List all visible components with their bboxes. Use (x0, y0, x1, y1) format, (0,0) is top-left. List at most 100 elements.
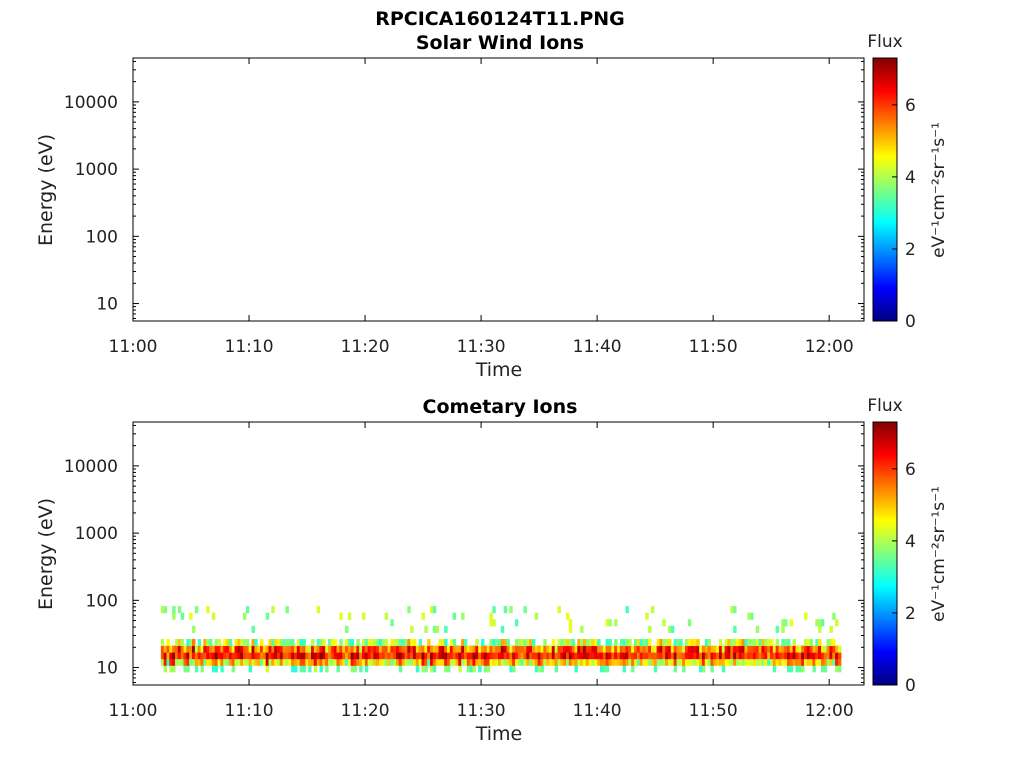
spectrogram-cell (537, 645, 542, 653)
spectrogram-cell (755, 625, 760, 633)
spectrogram-cell (784, 619, 788, 627)
spectrogram-cell (339, 645, 343, 653)
spectrogram-cell (622, 658, 627, 666)
spectrogram-cell (509, 658, 513, 666)
spectrogram-cell (446, 645, 451, 653)
spectrogram-cell (435, 652, 440, 660)
spectrogram-cell (330, 645, 335, 653)
colorbar-tick-label: 2 (905, 604, 916, 624)
spectrogram-cell (733, 638, 737, 647)
spectrogram-cell (602, 658, 607, 666)
spectrogram-cell (296, 638, 301, 647)
spectrogram-cell (452, 638, 457, 647)
spectrogram-cell (489, 645, 493, 653)
spectrogram-cell (707, 658, 712, 666)
spectrogram-cell (432, 658, 437, 666)
spectrogram-cell (497, 638, 502, 647)
spectrogram-cell (194, 606, 199, 614)
spectrogram-cell (206, 658, 210, 666)
spectrogram-cell (231, 658, 236, 666)
spectrogram-cell (197, 638, 202, 647)
spectrogram-cell (733, 652, 737, 660)
spectrogram-cell (163, 606, 168, 614)
spectrogram-cell (486, 652, 491, 660)
spectrogram-cell (492, 645, 496, 653)
spectrogram-cell (503, 638, 508, 647)
spectrogram-cell (829, 652, 833, 660)
spectrogram-cell (639, 658, 644, 666)
spectrogram-cell (784, 652, 788, 660)
spectrogram-cell (645, 658, 649, 666)
spectrogram-cell (180, 658, 185, 666)
spectrogram-cell (724, 645, 729, 653)
spectrogram-cell (835, 645, 839, 653)
spectrogram-cell (548, 645, 553, 653)
spectrogram-cell (384, 652, 389, 660)
spectrogram-cell (540, 658, 544, 666)
spectrogram-cell (738, 652, 743, 660)
spectrogram-cell (642, 658, 646, 666)
spectrogram-cell (243, 612, 247, 620)
spectrogram-cell (393, 652, 397, 660)
spectrogram-cell (412, 658, 417, 666)
spectrogram-cell (294, 652, 298, 660)
spectrogram-cell (328, 645, 332, 653)
spectrogram-cell (837, 665, 842, 673)
spectrogram-cell (441, 658, 445, 666)
spectrogram-cell (815, 658, 819, 666)
spectrogram-cell (721, 658, 726, 666)
colorbar: Flux 0 2 4 6 eV⁻¹cm⁻²sr⁻¹s⁻¹ (867, 32, 949, 332)
spectrogram-cell (509, 652, 513, 660)
spectrogram-cell (512, 645, 516, 653)
spectrogram-cell (636, 658, 641, 666)
spectrogram-cell (667, 638, 672, 647)
spectrogram-cell (818, 658, 822, 666)
spectrogram-cell (820, 652, 825, 660)
spectrogram-cell (435, 625, 440, 633)
spectrogram-cell (344, 638, 349, 647)
spectrogram-cell (322, 638, 326, 647)
spectrogram-cell (203, 658, 207, 666)
spectrogram-cell (781, 638, 785, 647)
x-tick-label: 11:50 (689, 337, 738, 357)
spectrogram-cell (364, 665, 369, 673)
spectrogram-cell (299, 665, 304, 673)
spectrogram-cell (727, 638, 731, 647)
spectrogram-cell (226, 638, 230, 647)
spectrogram-cell (761, 658, 765, 666)
spectrogram-cell (818, 625, 822, 633)
spectrogram-cell (588, 658, 593, 666)
spectrogram-cell (163, 665, 168, 673)
panel-cometary-ions: Cometary Ions 11:00 11:10 11:20 11:30 11:40 1… (35, 396, 949, 745)
spectrogram-cell (265, 665, 270, 673)
spectrogram-cell (260, 658, 264, 666)
spectrogram-cell (277, 658, 281, 666)
spectrogram-cell (492, 638, 496, 647)
spectrogram-cell (381, 652, 386, 660)
spectrogram-cell (486, 665, 491, 673)
spectrogram-cell (622, 638, 627, 647)
spectrogram-cell (435, 645, 440, 653)
spectrogram-cell (296, 645, 301, 653)
spectrogram-cell (177, 638, 182, 647)
spectrogram-cell (605, 645, 610, 653)
spectrogram-cell (262, 645, 267, 653)
spectrogram-cell (469, 658, 474, 666)
spectrogram-cell (350, 652, 355, 660)
spectrogram-cell (444, 665, 448, 673)
spectrogram-cell (291, 645, 295, 653)
spectrogram-cell (707, 638, 712, 647)
spectrogram-cell (279, 652, 284, 660)
spectrogram-cell (665, 652, 669, 660)
spectrogram-cell (180, 645, 185, 653)
y-tick-label: 10 (96, 659, 118, 679)
spectrogram-cell (339, 658, 343, 666)
spectrogram-cell (727, 658, 731, 666)
spectrogram-cell (311, 658, 315, 666)
spectrogram-cell (429, 652, 434, 660)
spectrogram-cell (228, 652, 233, 660)
spectrogram-cell (565, 658, 570, 666)
spectrogram-cell (421, 652, 425, 660)
spectrogram-cell (648, 658, 652, 666)
spectrogram-cell (257, 658, 261, 666)
